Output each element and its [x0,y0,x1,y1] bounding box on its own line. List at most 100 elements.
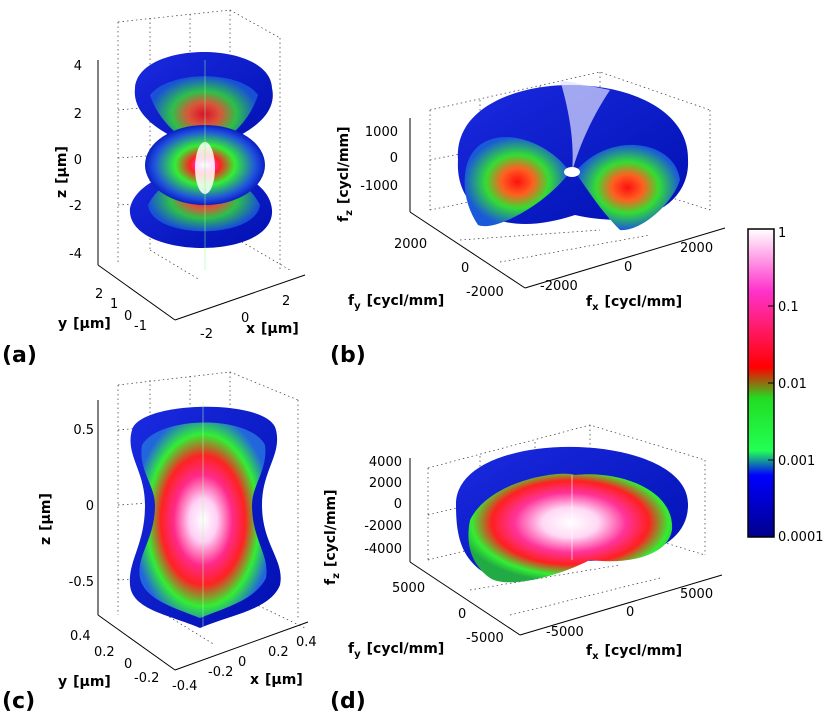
y-tick: 1 [110,297,118,312]
panel-c-z-label: z [µm] [38,493,54,545]
panel-b-otf-surface [457,80,689,231]
y-tick: -2000 [466,285,504,300]
z-tick: 2000 [369,476,402,491]
z-axis-unit: [cycl/mm] [336,126,352,204]
z-tick: 0 [74,153,82,168]
panel-d-z-ticks: 4000 2000 0 -2000 -4000 [364,455,402,557]
panel-d-y-label: fy [cycl/mm] [348,641,444,660]
x-axis-sub: x [592,302,599,313]
x-axis-title: f [586,294,593,310]
x-axis-title: f [586,643,593,659]
z-tick: 4 [74,59,82,74]
y-tick: 0.2 [94,645,115,660]
x-axis-unit: [µm] [261,321,299,337]
panel-d-x-label: fx [cycl/mm] [586,643,682,662]
colorbar-tick: 0.1 [778,300,799,315]
y-tick: 0.4 [70,629,91,644]
panel-a-x-label: x [µm] [246,321,299,337]
y-tick: 2 [95,287,103,302]
panel-d: 4000 2000 0 -2000 -4000 fz[cycl/mm] 5000… [323,424,723,714]
panel-b: 1000 0 -1000 fz[cycl/mm] 2000 0 -2000 fy… [330,71,726,368]
z-tick: 0.5 [73,423,94,438]
z-axis-title: z [54,190,70,198]
x-tick: 0.4 [296,635,317,650]
panel-label: (b) [330,343,366,368]
colorbar-tick: 0.01 [778,377,807,392]
y-tick: 0 [461,261,469,276]
x-axis-title: x [246,321,255,337]
z-tick: -2 [69,199,82,214]
x-tick: -2 [200,327,213,342]
z-axis-sub: z [344,210,355,216]
y-axis-sub: y [354,301,361,312]
svg-text:z[µm]: z [µm] [38,493,54,545]
x-axis-unit: [µm] [265,672,303,688]
y-axis-title: f [348,293,355,309]
z-axis-unit: [µm] [54,146,70,184]
z-tick: -4000 [364,542,402,557]
x-tick: 0 [241,311,249,326]
x-tick: 2 [282,294,290,309]
svg-text:fz[cycl/mm]: fz [cycl/mm] [323,489,342,585]
colorbar-tick: 0.0001 [778,530,824,545]
panel-c-x-label: x [µm] [250,672,303,688]
x-tick: 0.2 [268,645,289,660]
z-tick: -1000 [360,179,398,194]
panel-c-y-ticks: 0.4 0.2 0 -0.2 [70,629,159,686]
y-tick: -1 [134,319,147,334]
x-tick: -5000 [546,625,584,640]
y-tick: 0 [124,657,132,672]
y-axis-unit: [cycl/mm] [367,293,445,309]
panel-d-x-ticks: -5000 0 5000 [546,587,713,640]
panel-c-y-label: y [µm] [58,674,111,690]
panel-b-z-label: fz [cycl/mm] [336,126,355,222]
z-axis-title: z [38,537,54,545]
panel-d-z-label: fz [cycl/mm] [323,489,342,585]
z-tick: 2 [74,107,82,122]
colorbar: 1 0.1 0.01 0.001 0.0001 [747,226,824,545]
y-axis-unit: [µm] [73,674,111,690]
y-axis-unit: [cycl/mm] [367,641,445,657]
panel-a-z-label: z [µm] [54,146,70,198]
x-tick: 0 [624,260,632,275]
z-axis-unit: [µm] [38,493,54,531]
x-tick: -2000 [540,279,578,294]
x-axis-unit: [cycl/mm] [605,294,683,310]
panel-a-y-label: y [µm] [58,316,111,332]
z-tick: 4000 [369,455,402,470]
panel-b-z-ticks: 1000 0 -1000 [360,125,398,194]
y-tick: 5000 [392,581,425,596]
panel-a-z-ticks: 4 2 0 -2 -4 [69,59,82,262]
panel-c: 0.5 0 -0.5 z [µm] 0.4 0.2 0 -0.2 y [µm] -0… [2,371,317,714]
panel-c-x-ticks: -0.4 -0.2 0 0.2 0.4 [172,635,317,694]
y-axis-sub: y [354,649,361,660]
z-tick: 0 [394,497,402,512]
svg-text:fz[cycl/mm]: fz [cycl/mm] [336,126,355,222]
z-tick: -2000 [364,519,402,534]
colorbar-tick: 1 [778,226,786,241]
y-axis-title: f [348,641,355,657]
panel-a: 4 2 0 -2 -4 z [µm] 2 1 0 -1 y [µm] -2 0 2 … [2,9,306,368]
panel-b-x-label: fx [cycl/mm] [586,294,682,313]
panel-c-z-ticks: 0.5 0 -0.5 [69,423,94,590]
x-axis-sub: x [592,651,599,662]
panel-b-y-label: fy [cycl/mm] [348,293,444,312]
y-tick: 2000 [394,237,427,252]
z-axis-sub: z [331,573,342,579]
y-tick: -0.2 [134,671,159,686]
x-tick: 0 [626,605,634,620]
x-tick: 5000 [680,587,713,602]
panel-a-x-ticks: -2 0 2 [200,294,290,342]
x-tick: -0.2 [208,665,233,680]
z-tick: 0 [86,499,94,514]
z-tick: -4 [69,247,82,262]
z-axis-title: f [323,578,339,585]
panel-label: (d) [330,689,366,714]
x-tick: -0.4 [172,679,197,694]
y-axis-title: y [58,674,67,690]
z-axis-title: f [336,215,352,222]
panel-label: (a) [2,343,37,368]
z-tick: -0.5 [69,575,94,590]
y-axis-unit: [µm] [73,316,111,332]
